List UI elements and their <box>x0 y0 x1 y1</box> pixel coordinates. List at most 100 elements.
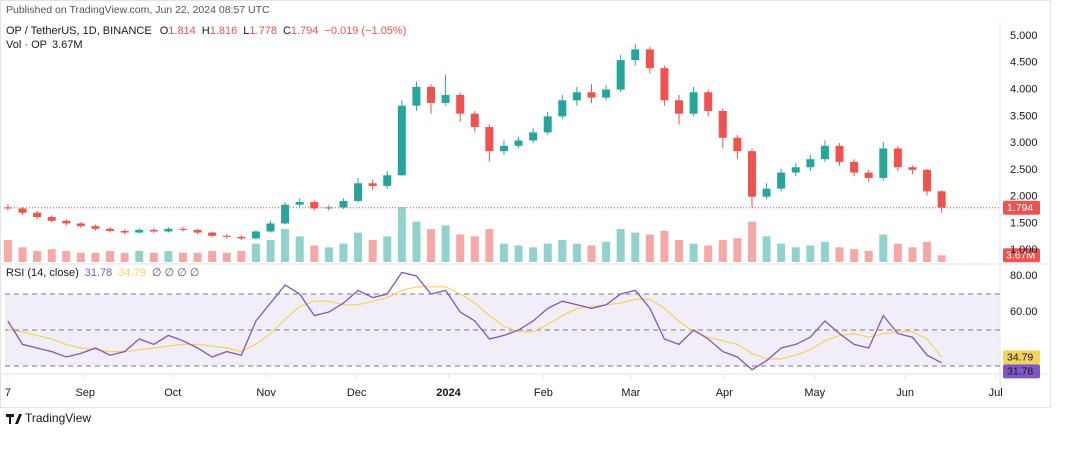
volume-bar <box>689 243 698 262</box>
volume-bar <box>923 241 932 262</box>
rsi-tag <box>1003 364 1040 379</box>
volume-bar <box>675 240 684 262</box>
candles <box>3 44 946 241</box>
volume-bar <box>879 234 888 262</box>
rsi-legend-value: 31.78 <box>85 267 113 279</box>
published-note: Published on TradingView.com, Jun 22, 20… <box>6 4 270 16</box>
candle-body <box>135 229 144 233</box>
ohlc-value: 1.794 <box>291 25 319 37</box>
x-tick-label: Jul <box>989 387 1003 399</box>
candle-body <box>660 68 669 101</box>
y-tick-label: 1.000 <box>1010 244 1038 256</box>
volume-bar <box>149 252 158 262</box>
volume-bar <box>514 245 523 262</box>
candle-body <box>295 202 304 205</box>
candle-body <box>33 212 42 218</box>
rsi-line <box>7 271 942 371</box>
candle-body <box>368 183 377 186</box>
x-tick-label: Dec <box>347 387 367 399</box>
candle-body <box>427 86 436 103</box>
candle-body <box>864 172 873 178</box>
volume-bar <box>310 245 319 262</box>
volume-bar <box>762 236 771 262</box>
x-tick-label: Feb <box>534 387 553 399</box>
rsi-title: RSI (14, close) <box>6 267 79 279</box>
candle-body <box>164 228 173 232</box>
volume-bar <box>587 245 596 262</box>
candle-body <box>178 228 187 230</box>
volume-bar <box>558 240 567 262</box>
y-tick-label: 5.000 <box>1010 30 1038 42</box>
volume-bar <box>499 243 508 262</box>
rsi-tag-label: 31.78 <box>1007 366 1033 378</box>
candle-body <box>893 148 902 168</box>
x-tick-label: Apr <box>716 387 733 399</box>
candle-body <box>3 207 12 209</box>
candle-body <box>820 145 829 160</box>
candle-body <box>704 92 713 111</box>
rsi-tick-label: 80.00 <box>1010 270 1038 282</box>
volume-bar <box>602 241 611 262</box>
rsi-legend: RSI (14, close) 31.78 34.79 ∅ ∅ ∅ ∅ <box>6 267 199 279</box>
candle-body <box>383 175 392 186</box>
candle-body <box>631 49 640 61</box>
volume-bar <box>412 221 421 262</box>
candle-body <box>310 202 319 209</box>
rsi-legend-value: 34.79 <box>118 267 146 279</box>
candle-body <box>602 89 611 98</box>
ohlc-label: O <box>160 25 169 37</box>
y-tick-label: 1.500 <box>1010 217 1038 229</box>
ohlc-value: 1.816 <box>210 25 238 37</box>
volume-bar <box>164 251 173 262</box>
volume-bar <box>733 238 742 262</box>
volume-bar <box>791 247 800 262</box>
volume-bar <box>397 207 406 262</box>
x-tick-label: Oct <box>164 387 181 399</box>
volume-bar <box>777 243 786 262</box>
candle-body <box>339 200 348 208</box>
candle-body <box>850 161 859 173</box>
y-tick-label: 3.500 <box>1010 110 1038 122</box>
ohlc-label: C <box>283 25 291 37</box>
volume-bar <box>135 251 144 262</box>
candle-body <box>222 235 231 237</box>
volume-bar <box>237 251 246 262</box>
rsi-placeholders: ∅ ∅ ∅ ∅ <box>152 267 200 279</box>
candle-body <box>733 137 742 152</box>
ohlc-value: 1.778 <box>249 25 277 37</box>
x-tick-label: Sep <box>75 387 95 399</box>
volume-bar <box>106 251 115 262</box>
last-price-label: 1.794 <box>1007 202 1033 214</box>
volume-bar <box>266 240 275 262</box>
volume-bar <box>295 236 304 262</box>
ohlc-value: 1.814 <box>168 25 196 37</box>
y-tick-label: 2.000 <box>1010 191 1038 203</box>
candle-body <box>76 223 85 227</box>
footer-logo: TradingView <box>6 411 91 425</box>
candle-body <box>558 100 567 117</box>
candle-body <box>587 92 596 98</box>
volume-tag <box>1003 248 1040 263</box>
candle-body <box>412 86 421 106</box>
candle-body <box>572 92 581 101</box>
volume-bar <box>806 245 815 262</box>
logo-text: TradingView <box>25 411 91 425</box>
candle-body <box>806 159 815 168</box>
candle-body <box>120 230 129 233</box>
volume-bar <box>427 229 436 262</box>
candle-body <box>879 148 888 178</box>
volume-bar <box>339 243 348 262</box>
volume-bar <box>441 225 450 262</box>
volume-bar <box>572 243 581 262</box>
candle-body <box>91 226 100 229</box>
change-value: −0.019 (−1.05%) <box>324 25 406 37</box>
rsi-tag <box>1003 350 1040 365</box>
volume-bar <box>281 229 290 262</box>
x-tick-label: 7 <box>5 387 11 399</box>
volume-bar <box>631 232 640 262</box>
volume-bar <box>835 247 844 262</box>
volume-bar <box>208 251 217 262</box>
ohlc-label: L <box>243 25 249 37</box>
volume-bar <box>18 247 27 262</box>
candle-body <box>485 127 494 152</box>
